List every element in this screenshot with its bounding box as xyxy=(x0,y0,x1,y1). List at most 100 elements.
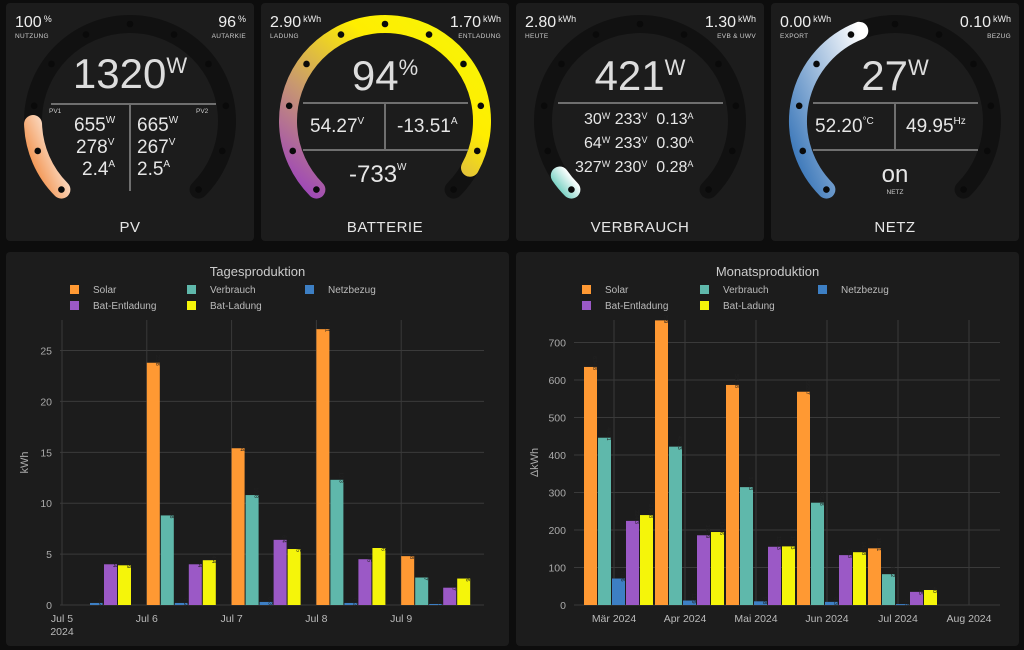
legend-verbrauch[interactable]: Verbrauch xyxy=(187,285,256,296)
y-tick-label: 0 xyxy=(560,600,566,612)
legend-bat-entladung[interactable]: Bat-Entladung xyxy=(582,301,668,312)
bar-data-label: 185,9 xyxy=(704,525,710,539)
bar-data-label: 23,8 xyxy=(154,355,160,366)
y-tick-label: 25 xyxy=(40,346,52,358)
gauge-tick xyxy=(126,20,134,28)
bar-data-label: 0,1 xyxy=(436,599,442,607)
gauge-tick xyxy=(592,31,600,38)
gauge-value xyxy=(789,21,869,199)
pv1-power: 655W xyxy=(74,115,116,136)
gauge-tick xyxy=(30,102,38,110)
pv1-current: 2.4A xyxy=(82,159,116,180)
legend-netzbezug[interactable]: Netzbezug xyxy=(305,285,376,296)
legend-bat-ladung[interactable]: Bat-Ladung xyxy=(700,301,775,312)
pv1-label: PV1 xyxy=(49,108,62,115)
gauge-tick xyxy=(568,186,575,193)
pv1-voltage: 278V xyxy=(76,137,115,158)
gauge-tick xyxy=(473,147,481,155)
bar xyxy=(146,362,160,605)
bar-data-label: 422,3 xyxy=(676,436,682,450)
gauge-tick xyxy=(680,31,688,38)
gauge-tick xyxy=(935,31,943,38)
monthly-production-card[interactable]: Monatsproduktion Solar Verbrauch Netzbez… xyxy=(516,252,1019,646)
bar xyxy=(896,604,909,606)
x-tick-label: Apr 2024 xyxy=(664,613,707,625)
bar-data-label: 5,5 xyxy=(295,544,301,552)
bar xyxy=(797,391,810,605)
x-tick-label: Jun 2024 xyxy=(805,613,848,625)
bar-data-label: 0,2 xyxy=(97,598,103,606)
battery-discharge: 1.70 kWh ENTLADUNG xyxy=(449,14,501,40)
monthly-production-chart[interactable]: 0 100 200 300 400 500 600 700 Mär 2024 Apr 2024 Ma… xyxy=(516,252,1019,646)
battery-voltage: 54.27V xyxy=(310,116,365,137)
y-tick-label: 100 xyxy=(548,563,566,575)
y-tick-label: 700 xyxy=(548,338,566,350)
y-tick-label: 300 xyxy=(548,488,566,500)
gauge-tick xyxy=(337,31,345,38)
y-tick-label: 5 xyxy=(46,549,52,561)
bar-data-label: 272,8 xyxy=(818,492,824,506)
gauge-tick xyxy=(540,102,548,110)
grid-state: on xyxy=(881,161,909,188)
pv2-voltage: 267V xyxy=(137,137,176,158)
bar-data-label: 1,7 xyxy=(450,583,456,591)
gauge-tick xyxy=(48,60,55,68)
gauge-tick xyxy=(218,147,226,155)
bar-data-label: 8,3 xyxy=(832,597,838,605)
bar-data-label: 5,6 xyxy=(379,543,385,551)
bar-data-label: 155,3 xyxy=(775,536,781,550)
gauge-tick xyxy=(970,60,977,68)
batterie-card[interactable]: 2.90 kWh LADUNG 1.70 kWh ENTLADUNG 94% 54.27… xyxy=(261,3,509,241)
bar-data-label: 2,5 xyxy=(903,599,909,607)
bar-data-label: 11,9 xyxy=(690,593,696,603)
bar-data-label: 151,1 xyxy=(875,538,881,552)
gauge-tick xyxy=(795,102,803,110)
bar-data-label: 314,3 xyxy=(747,476,753,490)
grid-import: 0.10 kWh BEZUG xyxy=(959,14,1011,40)
gauge-tick xyxy=(732,102,740,110)
gauge-tick xyxy=(799,147,807,155)
bar xyxy=(655,320,668,605)
legend-verbrauch[interactable]: Verbrauch xyxy=(700,285,769,296)
gauge-tick xyxy=(705,186,712,193)
bar-data-label: 70,6 xyxy=(619,571,625,582)
bar xyxy=(910,591,923,605)
y-tick-label: 200 xyxy=(548,525,566,537)
legend-bat-entladung[interactable]: Bat-Entladung xyxy=(70,301,156,312)
divider xyxy=(303,149,468,151)
gauge-tick xyxy=(544,147,552,155)
x-tick-label: Jul 9 xyxy=(390,613,412,625)
bar-data-label: 15,4 xyxy=(239,441,245,452)
gauge-tick xyxy=(222,102,230,110)
bar xyxy=(429,603,443,605)
consumption-power: 421W xyxy=(594,52,686,99)
bar xyxy=(287,549,301,605)
inverter-temp: 52.20°C xyxy=(815,116,874,137)
gauge-tick xyxy=(313,186,320,193)
x-tick-label: Jul 6 xyxy=(136,613,158,625)
bar-data-label: 568,7 xyxy=(804,381,810,395)
pv-power: 1320W xyxy=(72,50,188,97)
verbrauch-card[interactable]: 2.80 kWh HEUTE 1.30 kWh EVB & UWV 421W 30W 2… xyxy=(516,3,764,241)
pv-card[interactable]: 100% NUTZUNG 96% AUTARKIE 1320W PV1 PV2 65… xyxy=(6,3,254,241)
legend-netzbezug[interactable]: Netzbezug xyxy=(818,285,889,296)
netz-card[interactable]: 0.00 kWh EXPORT 0.10 kWh BEZUG 27W 52.20°C 4… xyxy=(771,3,1019,241)
legend-solar[interactable]: Solar xyxy=(70,285,116,296)
gauge-tick xyxy=(460,60,467,68)
verbrauch-gauge xyxy=(534,15,746,199)
gauge-tick xyxy=(847,31,855,38)
bar xyxy=(231,448,245,605)
bar xyxy=(584,366,597,605)
legend-solar[interactable]: Solar xyxy=(582,285,628,296)
bar xyxy=(160,515,174,605)
divider xyxy=(129,103,131,191)
bar xyxy=(330,479,344,605)
legend-bat-ladung[interactable]: Bat-Ladung xyxy=(187,301,262,312)
daily-production-card[interactable]: Tagesproduktion Solar Verbrauch Netzbezu… xyxy=(6,252,509,646)
divider xyxy=(894,102,896,150)
divider xyxy=(558,102,723,104)
bar xyxy=(202,560,216,605)
y-tick-label: 500 xyxy=(548,413,566,425)
bar xyxy=(740,487,753,605)
